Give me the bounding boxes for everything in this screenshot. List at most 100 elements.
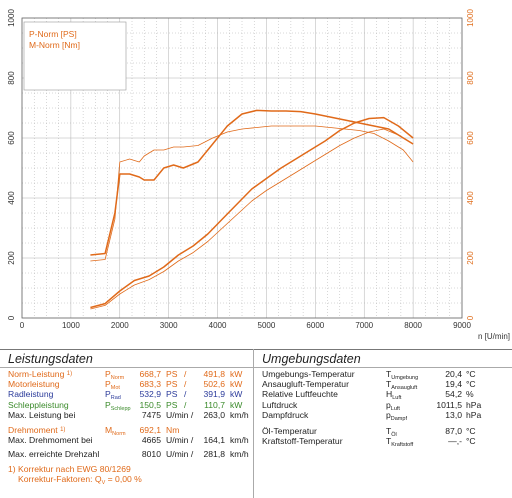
divider-middle bbox=[253, 349, 254, 498]
x-tick-label: 9000 bbox=[453, 321, 471, 330]
power-value-kw: 391,9 bbox=[203, 389, 225, 400]
env-value: 54,2 bbox=[445, 389, 462, 400]
y-left-tick-label: 600 bbox=[7, 131, 16, 145]
power-row-1: Motorleistung PMot 683,3 PS / 502,6 kW bbox=[8, 380, 253, 391]
divider-top bbox=[0, 349, 512, 350]
power-unit-kw: kW bbox=[230, 379, 243, 390]
max-power-rpm-unit: U/min / bbox=[166, 409, 194, 420]
x-tick-label: 4000 bbox=[209, 321, 227, 330]
torque-row: Drehmoment 1) MNorm 692,1 Nm bbox=[8, 424, 253, 437]
x-tick-label: 5000 bbox=[258, 321, 276, 330]
power-label: Norm-Leistung 1) bbox=[8, 369, 73, 379]
env-row-0: Umgebungs-Temperatur TUmgebung 20,4 °C bbox=[262, 370, 507, 381]
power-symbol: PNorm bbox=[105, 369, 125, 381]
env-symbol: TÖl bbox=[386, 426, 397, 438]
max-torque-label: Max. Drehmoment bei bbox=[8, 435, 93, 445]
max-power-row: Max. Leistung bei 7475 U/min / 263,0 km/h bbox=[8, 411, 253, 422]
power-label: Motorleistung bbox=[8, 379, 60, 390]
legend-box bbox=[23, 21, 127, 91]
env-label: Ansaugluft-Temperatur bbox=[262, 379, 349, 390]
env-symbol: pLuft bbox=[386, 399, 400, 412]
env-value: 19,4 bbox=[445, 379, 462, 390]
series-line-0 bbox=[90, 116, 414, 309]
power-row-2: Radleistung PRad 532,9 PS / 391,9 kW bbox=[8, 390, 253, 401]
footnote-row-1: 1) Korrektur nach EWG 80/1269 bbox=[8, 465, 253, 476]
right-panel-title: Umgebungsdaten bbox=[262, 352, 361, 366]
env-table: Umgebungs-Temperatur TUmgebung 20,4 °C Ansau… bbox=[262, 370, 507, 460]
env-unit: % bbox=[466, 389, 474, 400]
power-unit-ps: PS bbox=[166, 399, 178, 410]
series-line-1 bbox=[90, 128, 414, 310]
power-row-0: Norm-Leistung 1) PNorm 668,7 PS / 491,8 kW bbox=[8, 370, 253, 381]
separator: / bbox=[184, 389, 187, 400]
env-value: —,- bbox=[448, 436, 462, 447]
y-left-tick-label: 1000 bbox=[7, 9, 16, 27]
power-symbol: PSchlepp bbox=[105, 399, 131, 412]
env-value: 87,0 bbox=[445, 426, 462, 436]
separator: / bbox=[184, 379, 187, 390]
env-unit: °C bbox=[466, 426, 476, 436]
env-label: Öl-Temperatur bbox=[262, 426, 317, 436]
env-unit: hPa bbox=[466, 399, 482, 410]
env-symbol: pDampf bbox=[386, 409, 407, 422]
separator: / bbox=[184, 369, 187, 379]
env-unit: °C bbox=[466, 379, 476, 390]
max-power-speed-unit: km/h bbox=[230, 409, 249, 420]
env-symbol: TUmgebung bbox=[386, 369, 419, 381]
plot-frame bbox=[21, 17, 463, 319]
chart-series bbox=[90, 109, 414, 310]
y-right-tick-label: 1000 bbox=[466, 9, 475, 27]
env-value: 20,4 bbox=[445, 369, 462, 379]
power-symbol: PMot bbox=[105, 379, 120, 392]
x-tick-label: 8000 bbox=[404, 321, 422, 330]
env-value: 13,0 bbox=[445, 409, 462, 420]
env-symbol: TAnsaugluft bbox=[386, 379, 418, 392]
x-tick-label: 7000 bbox=[355, 321, 373, 330]
series-line-2 bbox=[90, 109, 414, 256]
footnote-correction: 1) Korrektur nach EWG 80/1269 bbox=[8, 464, 131, 474]
power-label: Schleppleistung bbox=[8, 399, 69, 410]
x-tick-label: 0 bbox=[20, 321, 25, 330]
env-unit: °C bbox=[466, 369, 476, 379]
separator: / bbox=[184, 399, 187, 410]
power-unit-ps: PS bbox=[166, 379, 178, 390]
divider-header bbox=[0, 367, 512, 368]
env-label: Dampfdruck bbox=[262, 409, 309, 420]
x-tick-label: 6000 bbox=[306, 321, 324, 330]
power-value-kw: 502,6 bbox=[203, 379, 225, 390]
y-left-tick-label: 800 bbox=[7, 71, 16, 85]
env-value: 1011,5 bbox=[436, 399, 462, 410]
env-row-3: Luftdruck pLuft 1011,5 hPa bbox=[262, 399, 507, 412]
power-value-kw: 110,7 bbox=[204, 399, 225, 410]
env-row-4: Dampfdruck pDampf 13,0 hPa bbox=[262, 409, 507, 422]
power-label: Radleistung bbox=[8, 389, 54, 400]
x-tick-label: 2000 bbox=[111, 321, 129, 330]
env-row-6: Kraftstoff-Temperatur TKraftstoff —,- °C bbox=[262, 437, 507, 448]
env-row-2: Relative Luftfeuchte HLuft 54,2% bbox=[262, 390, 507, 401]
max-torque-speed-unit: km/h bbox=[230, 435, 249, 445]
max-torque-row: Max. Drehmoment bei 4665 U/min / 164,1 km/h bbox=[8, 436, 253, 447]
power-unit-kw: kW bbox=[230, 389, 243, 400]
max-rpm-unit: U/min / bbox=[166, 449, 194, 459]
footnote-factors: Korrektur-Faktoren: QV = 0,00 % bbox=[18, 474, 142, 487]
legend-entry-power: P-Norm [PS] bbox=[29, 29, 77, 39]
max-rpm-speed-unit: km/h bbox=[230, 449, 249, 459]
env-label: Kraftstoff-Temperatur bbox=[262, 436, 343, 447]
y-left-tick-label: 0 bbox=[7, 315, 16, 320]
y-right-tick-label: 400 bbox=[466, 191, 475, 205]
env-unit: °C bbox=[466, 436, 476, 447]
env-row-5: Öl-Temperatur TÖl 87,0 °C bbox=[262, 427, 507, 438]
env-row-1: Ansaugluft-Temperatur TAnsaugluft 19,4 °C bbox=[262, 380, 507, 391]
power-value-ps: 683,3 bbox=[139, 379, 161, 390]
torque-unit: Nm bbox=[166, 424, 180, 435]
power-value-ps: 532,9 bbox=[139, 389, 161, 400]
torque-label: Drehmoment 1) bbox=[8, 424, 66, 435]
max-torque-rpm-unit: U/min / bbox=[166, 435, 194, 445]
power-table: Norm-Leistung 1) PNorm 668,7 PS/491,8 kW Moto… bbox=[8, 370, 253, 495]
power-unit-kw: kW bbox=[230, 399, 243, 410]
torque-value: 692,1 bbox=[139, 424, 161, 435]
max-rpm-speed: 281,8 bbox=[203, 449, 225, 459]
power-value-kw: 491,8 bbox=[203, 369, 225, 379]
